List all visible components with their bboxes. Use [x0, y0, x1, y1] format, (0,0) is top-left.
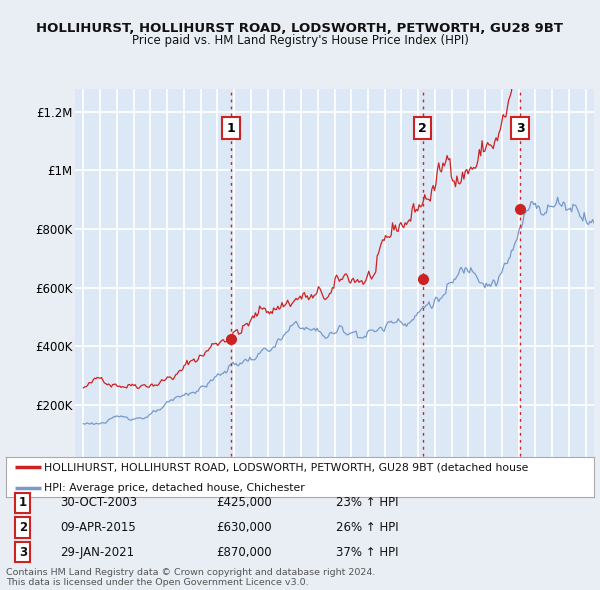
- Text: 23% ↑ HPI: 23% ↑ HPI: [336, 496, 398, 509]
- Text: 37% ↑ HPI: 37% ↑ HPI: [336, 546, 398, 559]
- Text: 2: 2: [418, 122, 427, 135]
- Text: Contains HM Land Registry data © Crown copyright and database right 2024.
This d: Contains HM Land Registry data © Crown c…: [6, 568, 376, 587]
- Text: 30-OCT-2003: 30-OCT-2003: [60, 496, 137, 509]
- Text: HOLLIHURST, HOLLIHURST ROAD, LODSWORTH, PETWORTH, GU28 9BT: HOLLIHURST, HOLLIHURST ROAD, LODSWORTH, …: [37, 22, 563, 35]
- Text: Price paid vs. HM Land Registry's House Price Index (HPI): Price paid vs. HM Land Registry's House …: [131, 34, 469, 47]
- Text: 1: 1: [19, 496, 27, 509]
- Text: 2: 2: [19, 521, 27, 534]
- Text: HPI: Average price, detached house, Chichester: HPI: Average price, detached house, Chic…: [44, 483, 305, 493]
- Text: 29-JAN-2021: 29-JAN-2021: [60, 546, 134, 559]
- Text: HOLLIHURST, HOLLIHURST ROAD, LODSWORTH, PETWORTH, GU28 9BT (detached house: HOLLIHURST, HOLLIHURST ROAD, LODSWORTH, …: [44, 463, 529, 473]
- Text: £630,000: £630,000: [216, 521, 272, 534]
- Text: 09-APR-2015: 09-APR-2015: [60, 521, 136, 534]
- Text: 1: 1: [227, 122, 236, 135]
- Text: 3: 3: [515, 122, 524, 135]
- Text: 26% ↑ HPI: 26% ↑ HPI: [336, 521, 398, 534]
- Text: £425,000: £425,000: [216, 496, 272, 509]
- Text: 3: 3: [19, 546, 27, 559]
- Text: £870,000: £870,000: [216, 546, 272, 559]
